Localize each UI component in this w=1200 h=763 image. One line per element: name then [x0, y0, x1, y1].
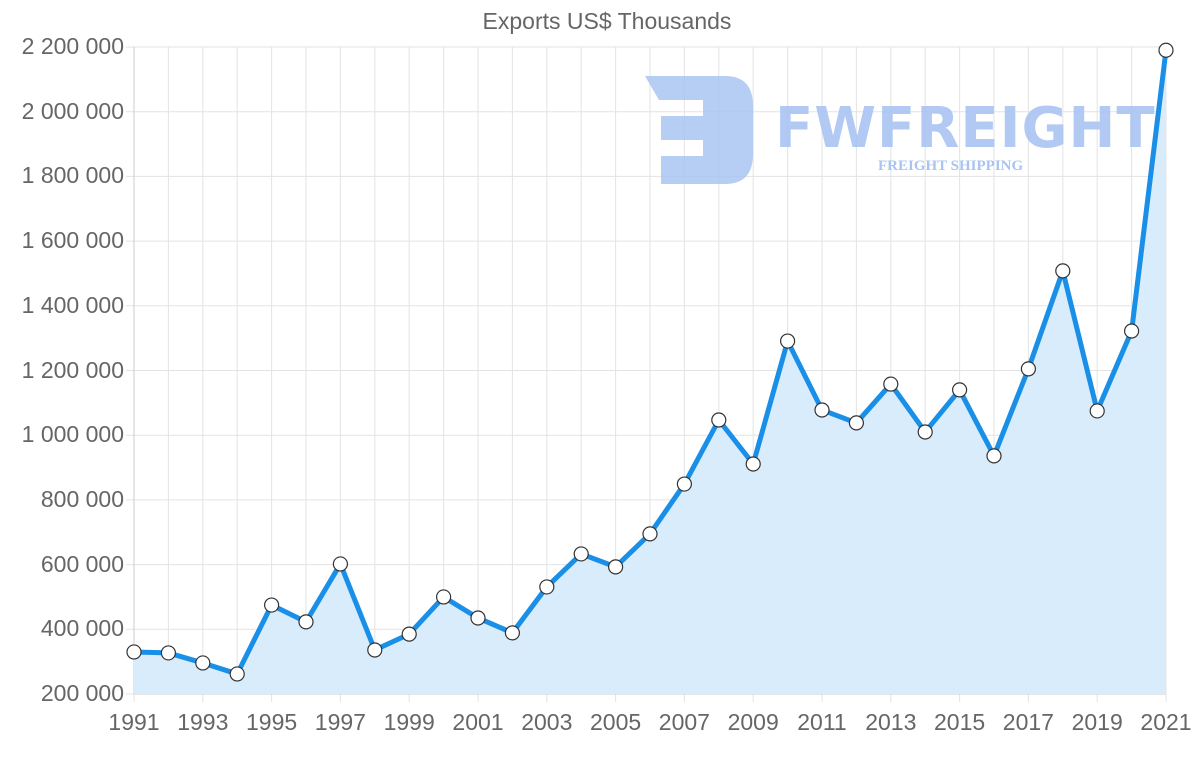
- data-point-marker[interactable]: [951, 382, 968, 398]
- x-tick-label: 2013: [865, 709, 917, 735]
- data-point-marker[interactable]: [883, 376, 899, 392]
- data-point-marker[interactable]: [1123, 323, 1140, 339]
- x-tick-label: 1995: [246, 709, 298, 735]
- y-tick-label: 600 000: [40, 550, 124, 577]
- x-tick-label: 2021: [1140, 709, 1192, 735]
- data-point-marker[interactable]: [607, 559, 624, 575]
- data-point-marker[interactable]: [401, 626, 417, 642]
- y-tick-label: 2 000 000: [21, 97, 124, 124]
- y-tick-label: 2 200 000: [21, 33, 124, 59]
- x-tick-label: 2007: [658, 709, 710, 735]
- y-tick-label: 1 000 000: [21, 421, 124, 448]
- x-tick-label: 1997: [314, 709, 366, 735]
- data-point-marker[interactable]: [436, 589, 452, 605]
- x-tick-label: 2003: [521, 709, 573, 735]
- data-point-marker[interactable]: [1089, 403, 1105, 419]
- y-tick-label: 1 600 000: [21, 227, 124, 254]
- x-tick-label: 2015: [934, 709, 986, 735]
- y-tick-label: 800 000: [40, 485, 124, 512]
- data-point-marker[interactable]: [573, 546, 589, 562]
- data-point-marker[interactable]: [539, 579, 555, 595]
- data-point-marker[interactable]: [470, 610, 486, 626]
- data-point-marker[interactable]: [676, 476, 693, 492]
- x-tick-label: 1993: [177, 709, 229, 735]
- data-point-marker[interactable]: [229, 666, 245, 682]
- data-point-marker[interactable]: [298, 614, 314, 630]
- x-tick-label: 1999: [383, 709, 435, 735]
- data-point-marker[interactable]: [848, 415, 865, 431]
- x-tick-label: 2017: [1002, 709, 1054, 735]
- x-tick-label: 2019: [1071, 709, 1123, 735]
- data-point-marker[interactable]: [1020, 361, 1037, 377]
- data-point-marker[interactable]: [917, 424, 933, 440]
- y-tick-label: 1 200 000: [21, 356, 124, 383]
- series-area-fill: [134, 50, 1166, 695]
- data-point-marker[interactable]: [814, 402, 830, 418]
- data-point-marker[interactable]: [745, 456, 761, 472]
- data-point-marker[interactable]: [1158, 42, 1174, 58]
- y-tick-label: 1 400 000: [21, 291, 124, 318]
- data-point-marker[interactable]: [367, 642, 383, 658]
- data-point-marker[interactable]: [332, 556, 348, 572]
- x-tick-label: 2009: [727, 709, 779, 735]
- data-point-marker[interactable]: [264, 597, 280, 613]
- data-point-marker[interactable]: [126, 644, 142, 660]
- data-point-marker[interactable]: [504, 625, 521, 641]
- data-point-marker[interactable]: [160, 645, 176, 661]
- data-point-marker[interactable]: [986, 448, 1002, 464]
- data-point-marker[interactable]: [642, 526, 658, 542]
- y-tick-label: 400 000: [40, 615, 124, 642]
- y-tick-label: 1 800 000: [21, 162, 124, 189]
- chart-title: Exports US$ Thousands: [482, 8, 732, 34]
- data-point-marker[interactable]: [711, 412, 727, 428]
- x-tick-label: 2011: [797, 709, 847, 735]
- data-point-marker[interactable]: [779, 333, 796, 349]
- data-point-marker[interactable]: [195, 655, 211, 671]
- data-point-marker[interactable]: [1055, 263, 1071, 279]
- x-tick-label: 2005: [590, 709, 642, 735]
- x-tick-label: 2001: [452, 709, 504, 735]
- y-tick-label: 200 000: [40, 680, 124, 706]
- x-tick-label: 1991: [108, 709, 160, 735]
